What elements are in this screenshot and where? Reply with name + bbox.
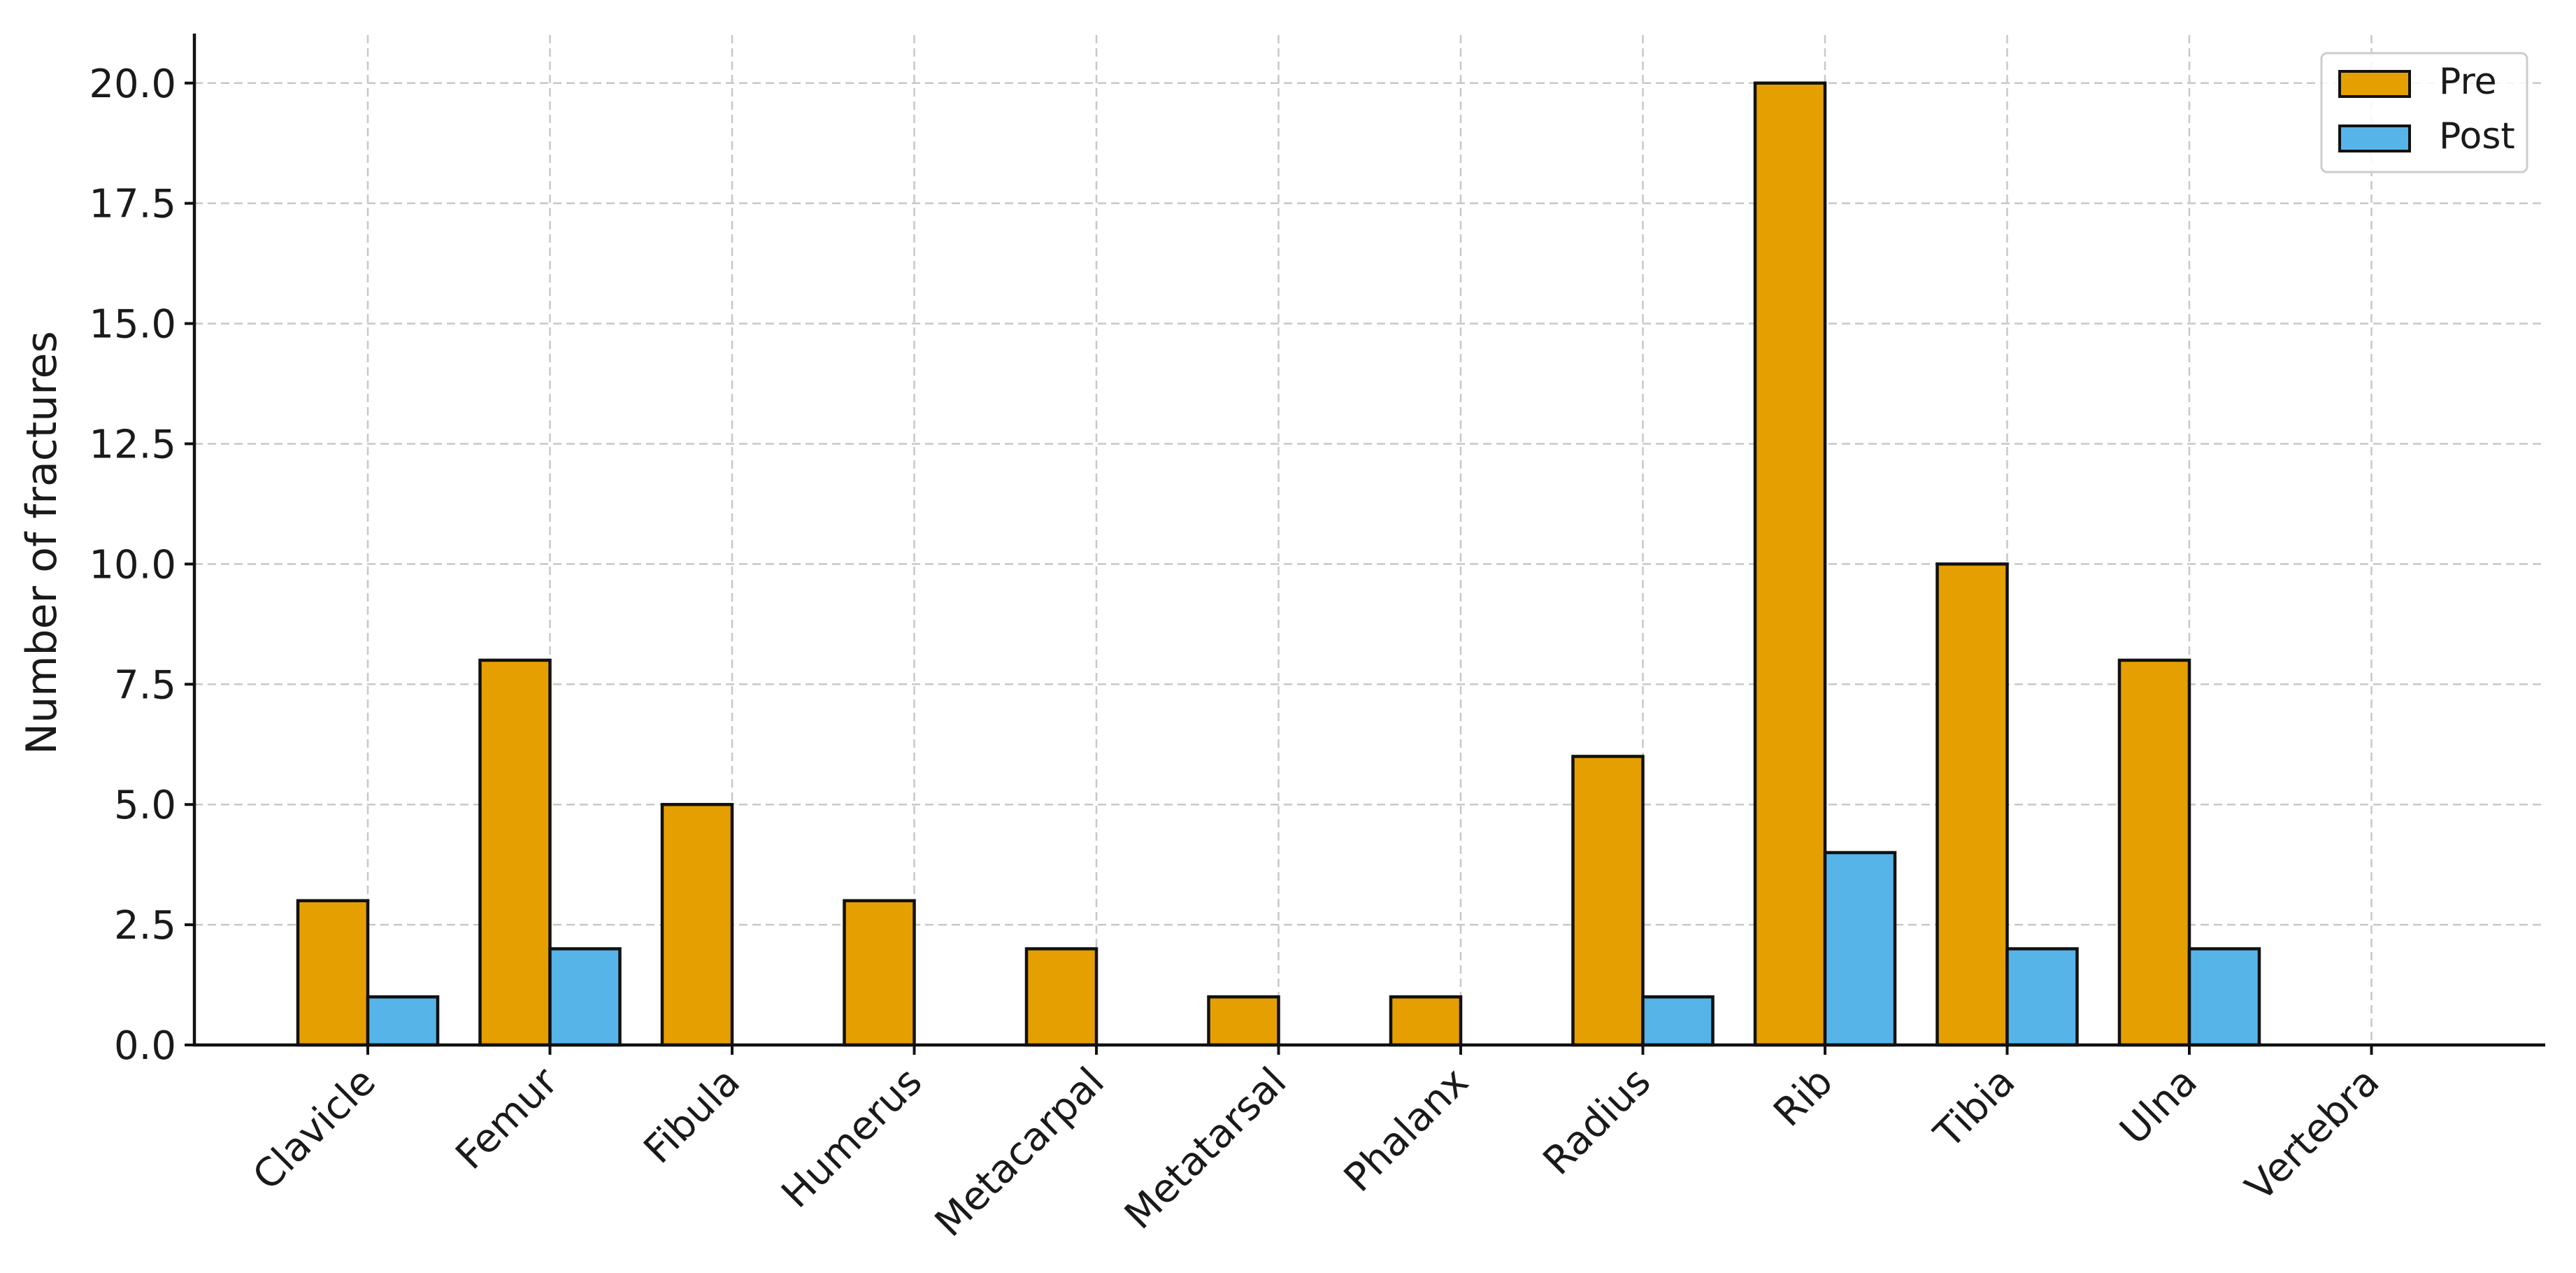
bar-post-radius	[1641, 995, 1715, 1047]
y-tick-label: 10.0	[89, 542, 176, 588]
bar-pre-femur	[478, 658, 552, 1047]
bar-post-clavicle	[366, 995, 440, 1047]
bar-pre-fibula	[660, 802, 734, 1047]
legend-label-post: Post	[2439, 115, 2515, 157]
bar-post-ulna	[2187, 947, 2261, 1047]
bar-pre-rib	[1753, 81, 1827, 1047]
x-tick-label: Fibula	[636, 1059, 749, 1172]
bar-post-rib	[1823, 851, 1897, 1047]
bar-pre-metacarpal	[1024, 947, 1099, 1047]
bar-pre-clavicle	[296, 899, 370, 1047]
legend-label-pre: Pre	[2439, 61, 2497, 103]
x-tick-label: Rib	[1765, 1059, 1842, 1136]
x-tick-label: Phalanx	[1336, 1059, 1477, 1201]
y-axis-label: Number of fractures	[17, 331, 66, 755]
x-tick-label: Femur	[448, 1058, 568, 1179]
bar-pre-metatarsal	[1207, 995, 1280, 1047]
y-tick-label: 5.0	[114, 783, 176, 828]
legend-swatch-pre	[2338, 70, 2411, 98]
y-tick-label: 15.0	[89, 302, 176, 348]
x-tick-label: Radius	[1535, 1059, 1660, 1184]
x-tick-label: Metatarsal	[1116, 1059, 1295, 1238]
y-tick-labels: 0.0 2.5 5.0 7.5 10.0 12.5 15.0 17.5 20.0	[89, 62, 194, 1069]
x-tick-label: Vertebra	[2237, 1059, 2388, 1210]
bar-pre-phalanx	[1389, 995, 1463, 1047]
y-tick-label: 2.5	[114, 903, 176, 948]
x-tick-label: Tibia	[1925, 1059, 2024, 1158]
y-tick-label: 0.0	[114, 1023, 176, 1069]
x-tick-label: Ulna	[2112, 1059, 2206, 1153]
x-tick-label: Clavicle	[244, 1059, 384, 1199]
bar-pre-radius	[1571, 755, 1645, 1047]
y-tick-label: 17.5	[89, 182, 176, 227]
y-tick-label: 12.5	[89, 422, 176, 467]
bar-pre-ulna	[2117, 658, 2191, 1047]
bar-pre-humerus	[843, 899, 916, 1047]
bar-pre-tibia	[1935, 562, 2009, 1047]
x-tick-label: Humerus	[773, 1059, 931, 1217]
y-tick-label: 20.0	[89, 62, 176, 107]
y-tick-label: 7.5	[114, 662, 176, 708]
legend-swatch-post	[2338, 125, 2411, 152]
bar-post-femur	[548, 947, 622, 1047]
x-tick-label: Metacarpal	[926, 1059, 1113, 1246]
legend: Pre Post	[2320, 52, 2528, 173]
bar-post-tibia	[2005, 947, 2079, 1047]
